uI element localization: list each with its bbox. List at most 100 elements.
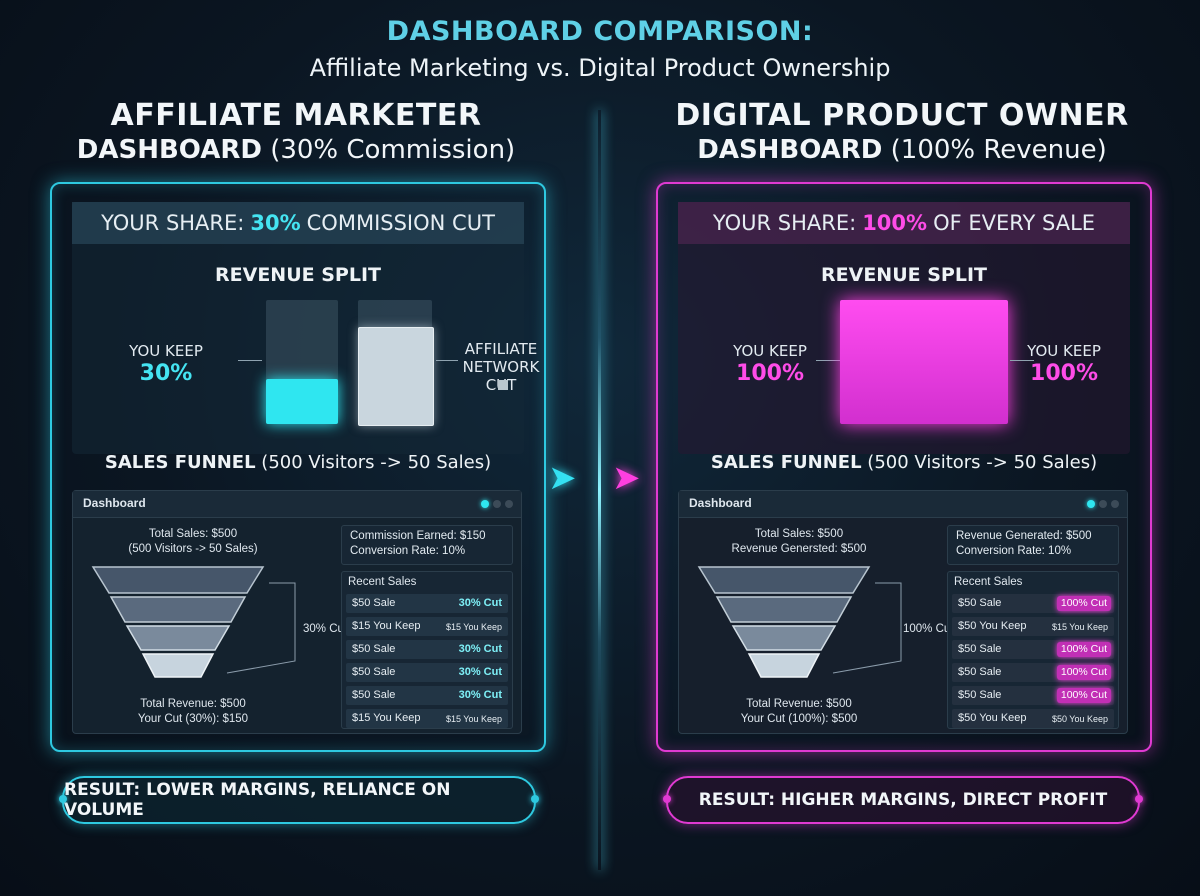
sale-keep: $15 You Keep [445, 714, 502, 724]
sale-cut-badge: 100% Cut [1056, 642, 1111, 657]
you-keep-label: YOU KEEP 30% [116, 342, 216, 388]
total-revenue: Total Revenue: $500 Your Cut (100%): $50… [689, 697, 909, 727]
sale-cut: 30% Cut [458, 597, 502, 609]
funnel-tier-3 [731, 625, 837, 651]
sale-keep: $15 You Keep [1051, 622, 1108, 632]
recent-sales-title: Recent Sales [348, 576, 417, 588]
banner-dot [59, 795, 67, 803]
sale-label: $50 Sale [958, 666, 1002, 678]
sale-label: $50 Sale [352, 689, 396, 701]
legend-swatch [498, 380, 508, 390]
sale-label: $50 Sale [958, 689, 1002, 701]
network-cut-bar [358, 327, 434, 426]
total-sales: Total Sales: $500 (500 Visitors -> 50 Sa… [83, 527, 303, 557]
revenue-stats: Revenue Generated: $500 Conversion Rate:… [947, 525, 1119, 565]
owner-result-text: RESULT: HIGHER MARGINS, DIRECT PROFIT [698, 790, 1108, 810]
total-revenue-line1: Total Revenue: $500 [746, 698, 852, 710]
sale-label: $15 You Keep [352, 620, 421, 632]
affiliate-dashboard: Dashboard Total Sales: $500 (500 Visitor… [72, 490, 522, 734]
dashboard-title: Dashboard [689, 496, 752, 510]
sale-label: $50 Sale [352, 666, 396, 678]
you-keep-label-right: YOU KEEP 100% [1014, 342, 1114, 388]
owner-heading: DIGITAL PRODUCT OWNER DASHBOARD (100% Re… [632, 98, 1172, 165]
list-item: $50 Sale 100% Cut [952, 594, 1114, 613]
list-item: $50 Sale 30% Cut [346, 594, 508, 613]
status-dot [505, 500, 513, 508]
funnel-cut-label: 100% Cut [903, 623, 954, 635]
dashboard-header: Dashboard [73, 491, 521, 518]
your-cut-line: Your Cut (100%): $500 [740, 713, 858, 725]
network-label-1: AFFILIATE [464, 340, 538, 358]
affiliate-heading-line1: AFFILIATE MARKETER [110, 98, 482, 133]
commission-stats: Commission Earned: $150 Conversion Rate:… [341, 525, 513, 565]
sale-label: $50 You Keep [958, 620, 1027, 632]
sale-label: $50 Sale [352, 597, 396, 609]
recent-sales-title: Recent Sales [954, 576, 1023, 588]
affiliate-panel: YOUR SHARE: 30% COMMISSION CUT REVENUE S… [50, 182, 546, 752]
affiliate-result-banner: RESULT: LOWER MARGINS, RELIANCE ON VOLUM… [59, 776, 539, 824]
status-dot [481, 500, 489, 508]
list-item: $50 You Keep $50 You Keep [952, 709, 1114, 728]
status-dot [1111, 500, 1119, 508]
dashboard-header: Dashboard [679, 491, 1127, 518]
sale-label: $15 You Keep [352, 712, 421, 724]
sale-cut-badge: 100% Cut [1056, 665, 1111, 680]
you-keep-value: 100% [736, 361, 804, 386]
sale-label: $50 Sale [958, 643, 1002, 655]
status-dot [1099, 500, 1107, 508]
revenue-generated: Revenue Generated: $500 [956, 530, 1092, 542]
funnel-title-bold: SALES FUNNEL [710, 452, 862, 473]
sale-cut: 30% Cut [458, 689, 502, 701]
page-subtitle: Affiliate Marketing vs. Digital Product … [309, 54, 891, 82]
affiliate-share-banner: YOUR SHARE: 30% COMMISSION CUT [72, 202, 524, 244]
list-item: $50 You Keep $15 You Keep [952, 617, 1114, 636]
conversion-rate: Conversion Rate: 10% [956, 545, 1072, 557]
owner-heading-bold: DASHBOARD [697, 135, 883, 165]
funnel-title-bold: SALES FUNNEL [104, 452, 256, 473]
banner-dot [663, 795, 671, 803]
owner-heading-line1: DIGITAL PRODUCT OWNER [675, 98, 1129, 133]
sale-keep: $15 You Keep [445, 622, 502, 632]
total-revenue: Total Revenue: $500 Your Cut (30%): $150 [83, 697, 303, 727]
conversion-rate: Conversion Rate: 10% [350, 545, 466, 557]
total-sales: Total Sales: $500 Revenue Genersted: $50… [689, 527, 909, 557]
you-keep-value: 30% [139, 361, 193, 386]
your-cut-line: Your Cut (30%): $150 [137, 713, 249, 725]
share-highlight: 30% [250, 211, 301, 235]
label-connector [1010, 360, 1034, 361]
commission-earned: Commission Earned: $150 [350, 530, 486, 542]
funnel-tier-2 [715, 596, 853, 623]
total-sales-line1: Total Sales: $500 [754, 528, 844, 540]
you-keep-text: YOU KEEP [733, 342, 807, 360]
sale-cut-badge: 100% Cut [1056, 688, 1111, 703]
you-keep-text: YOU KEEP [1027, 342, 1101, 360]
affiliate-heading-rest: (30% Commission) [270, 135, 516, 165]
affiliate-result-text: RESULT: LOWER MARGINS, RELIANCE ON VOLUM… [64, 780, 451, 820]
owner-result-banner: RESULT: HIGHER MARGINS, DIRECT PROFIT [663, 776, 1143, 824]
banner-dot [1135, 795, 1143, 803]
affiliate-split-card: YOUR SHARE: 30% COMMISSION CUT REVENUE S… [72, 202, 539, 454]
status-dot [1087, 500, 1095, 508]
sale-keep: $50 You Keep [1051, 714, 1108, 724]
page-title: DASHBOARD COMPARISON: [386, 16, 814, 47]
kept-bar [840, 300, 1008, 424]
list-item: $50 Sale 100% Cut [952, 640, 1114, 659]
funnel-tier-2 [109, 596, 247, 623]
sale-label: $50 You Keep [958, 712, 1027, 724]
funnel-tier-4 [747, 653, 821, 678]
sales-funnel-title: SALES FUNNEL (500 Visitors -> 50 Sales) [52, 452, 544, 473]
sale-label: $50 Sale [958, 597, 1002, 609]
label-connector [238, 360, 262, 361]
share-prefix: YOUR SHARE: [101, 211, 245, 235]
funnel-tier-3 [125, 625, 231, 651]
funnel-tier-4 [141, 653, 215, 678]
you-keep-text: YOU KEEP [129, 342, 203, 360]
you-keep-value: 100% [1030, 361, 1098, 386]
sales-funnel-title: SALES FUNNEL (500 Visitors -> 50 Sales) [658, 452, 1150, 473]
total-revenue-line1: Total Revenue: $500 [140, 698, 246, 710]
affiliate-heading-line2: DASHBOARD (30% Commission) [26, 135, 566, 165]
sale-cut-badge: 100% Cut [1056, 596, 1111, 611]
sale-cut: 30% Cut [458, 666, 502, 678]
owner-share-banner: YOUR SHARE: 100% OF EVERY SALE [678, 202, 1130, 244]
status-dot [493, 500, 501, 508]
